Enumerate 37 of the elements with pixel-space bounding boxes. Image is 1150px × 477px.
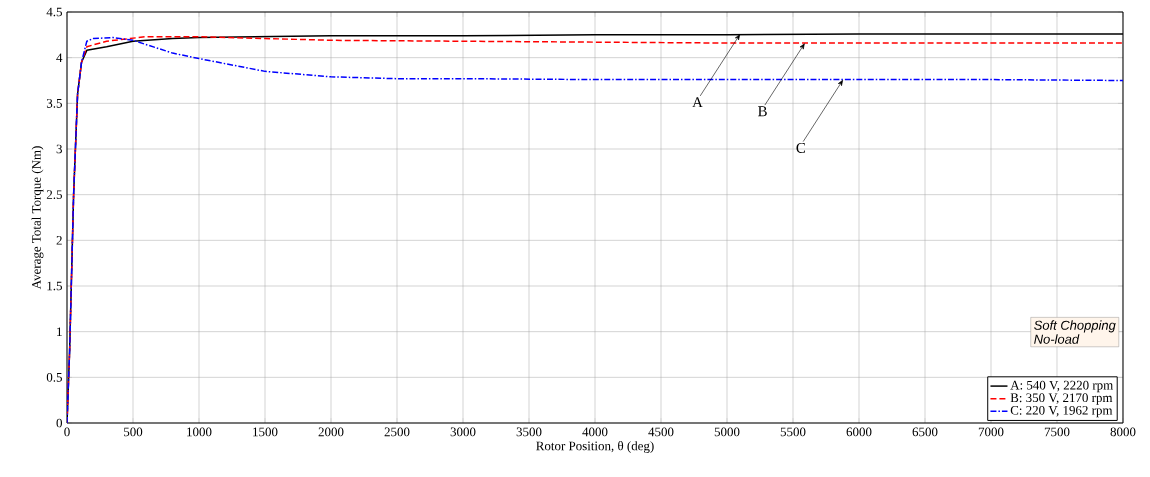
legend-label: C: 220 V, 1962 rpm (1010, 405, 1113, 418)
y-tick-label: 0.5 (46, 372, 62, 382)
y-tick-label: 4.5 (46, 7, 62, 17)
y-tick-label: 3 (56, 144, 62, 154)
annotation: C (796, 142, 806, 153)
x-tick-label: 500 (124, 427, 143, 437)
annotation: A (692, 97, 703, 108)
y-axis-title: Average Total Torque (Nm) (31, 146, 44, 290)
y-tick-label: 2.5 (46, 190, 62, 200)
x-tick-label: 1500 (253, 427, 278, 437)
x-tick-label: 5500 (780, 427, 806, 437)
legend-label: B: 350 V, 2170 rpm (1010, 393, 1113, 405)
y-tick-label: 3.5 (46, 98, 62, 108)
x-tick-label: 7000 (978, 427, 1004, 437)
x-tick-label: 8000 (1110, 427, 1136, 437)
y-tick-label: 1 (57, 327, 62, 336)
x-tick-label: 6500 (912, 427, 938, 437)
y-tick-label: 4 (56, 53, 63, 62)
x-tick-label: 3500 (516, 427, 542, 437)
x-tick-label: 7500 (1044, 427, 1070, 437)
x-tick-label: 4000 (582, 427, 608, 437)
x-tick-label: 2500 (384, 427, 410, 437)
x-tick-label: 5000 (714, 427, 740, 437)
legend-label: A: 540 V, 2220 rpm (1010, 380, 1114, 393)
y-tick-label: 1.5 (47, 281, 62, 291)
x-tick-label: 3000 (450, 427, 476, 437)
y-tick-label: 2 (56, 236, 62, 245)
x-axis-title: Rotor Position, θ (deg) (536, 441, 654, 453)
x-tick-label: 6000 (846, 427, 872, 437)
x-tick-label: 4500 (648, 427, 674, 437)
annotation: No-load (1034, 334, 1080, 344)
x-tick-label: 0 (64, 427, 70, 437)
annotation: B (758, 106, 767, 117)
annotation: Soft Chopping (1034, 320, 1116, 333)
y-tick-label: 0 (56, 418, 62, 428)
x-tick-label: 2000 (318, 427, 344, 437)
x-tick-label: 1000 (187, 427, 212, 437)
